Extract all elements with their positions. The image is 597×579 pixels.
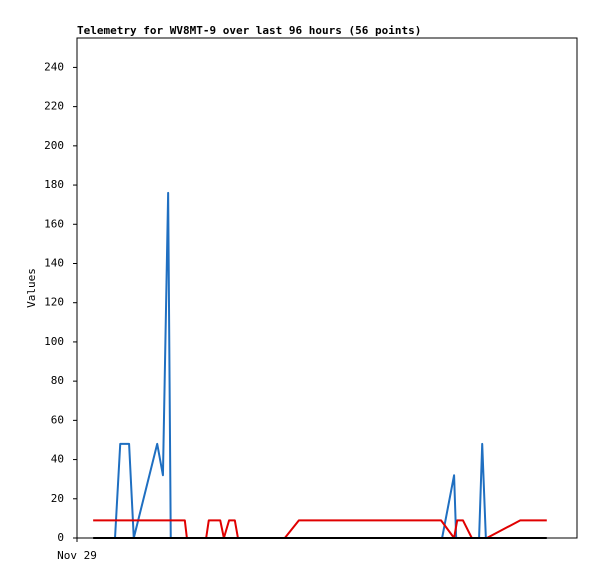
x-tick-label: Nov 29	[57, 549, 97, 562]
data-line	[114, 191, 487, 539]
y-tick-label: 160	[44, 217, 64, 230]
y-tick-label: 140	[44, 256, 64, 269]
y-tick-label: 240	[44, 60, 64, 73]
y-tick-label: 180	[44, 178, 64, 191]
y-tick-label: 20	[51, 492, 64, 505]
y-tick-label: 120	[44, 296, 64, 309]
y-tick-label: 80	[51, 374, 64, 387]
y-tick-label: 60	[51, 413, 64, 426]
y-tick-label: 220	[44, 100, 64, 113]
y-axis-label: Values	[25, 268, 38, 308]
chart-title: Telemetry for WV8MT-9 over last 96 hours…	[77, 24, 421, 37]
y-tick-label: 40	[51, 453, 64, 466]
y-tick-label: 100	[44, 335, 64, 348]
y-tick-label: 0	[57, 531, 64, 544]
y-tick-label: 200	[44, 139, 64, 152]
